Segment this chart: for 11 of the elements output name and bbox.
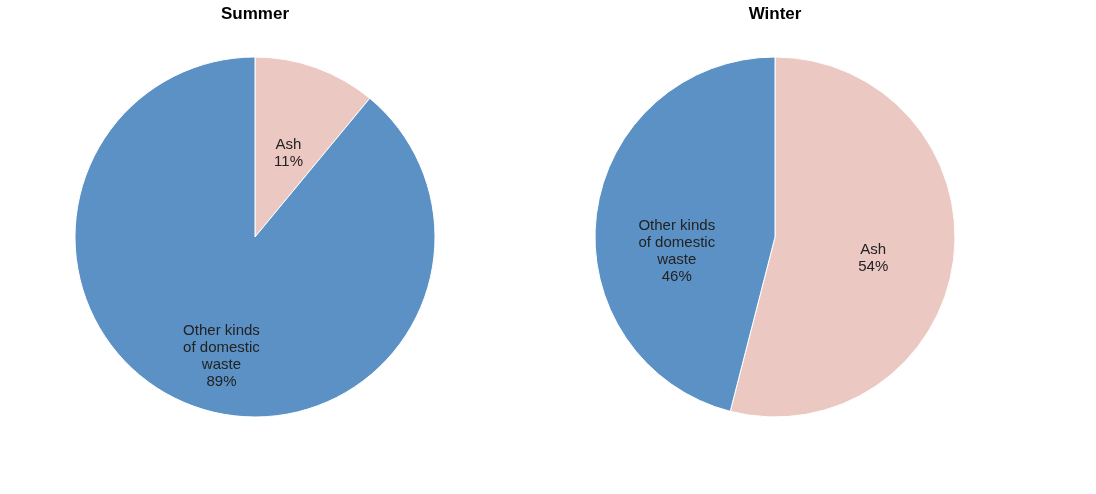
- slice-label: Other kinds of domestic waste: [638, 215, 716, 267]
- slice-label: Ash: [275, 134, 302, 152]
- data-label: 89%: [206, 372, 237, 390]
- data-label: 11%: [274, 151, 303, 169]
- slice-label: Ash: [860, 240, 887, 258]
- chart-title: Summer: [220, 4, 290, 23]
- data-label: 46%: [661, 266, 692, 284]
- data-label: 54%: [858, 257, 889, 275]
- slice-label: Other kinds of domestic waste: [183, 321, 261, 373]
- pie-slice: [74, 56, 436, 418]
- chart-title: Winter: [748, 4, 802, 23]
